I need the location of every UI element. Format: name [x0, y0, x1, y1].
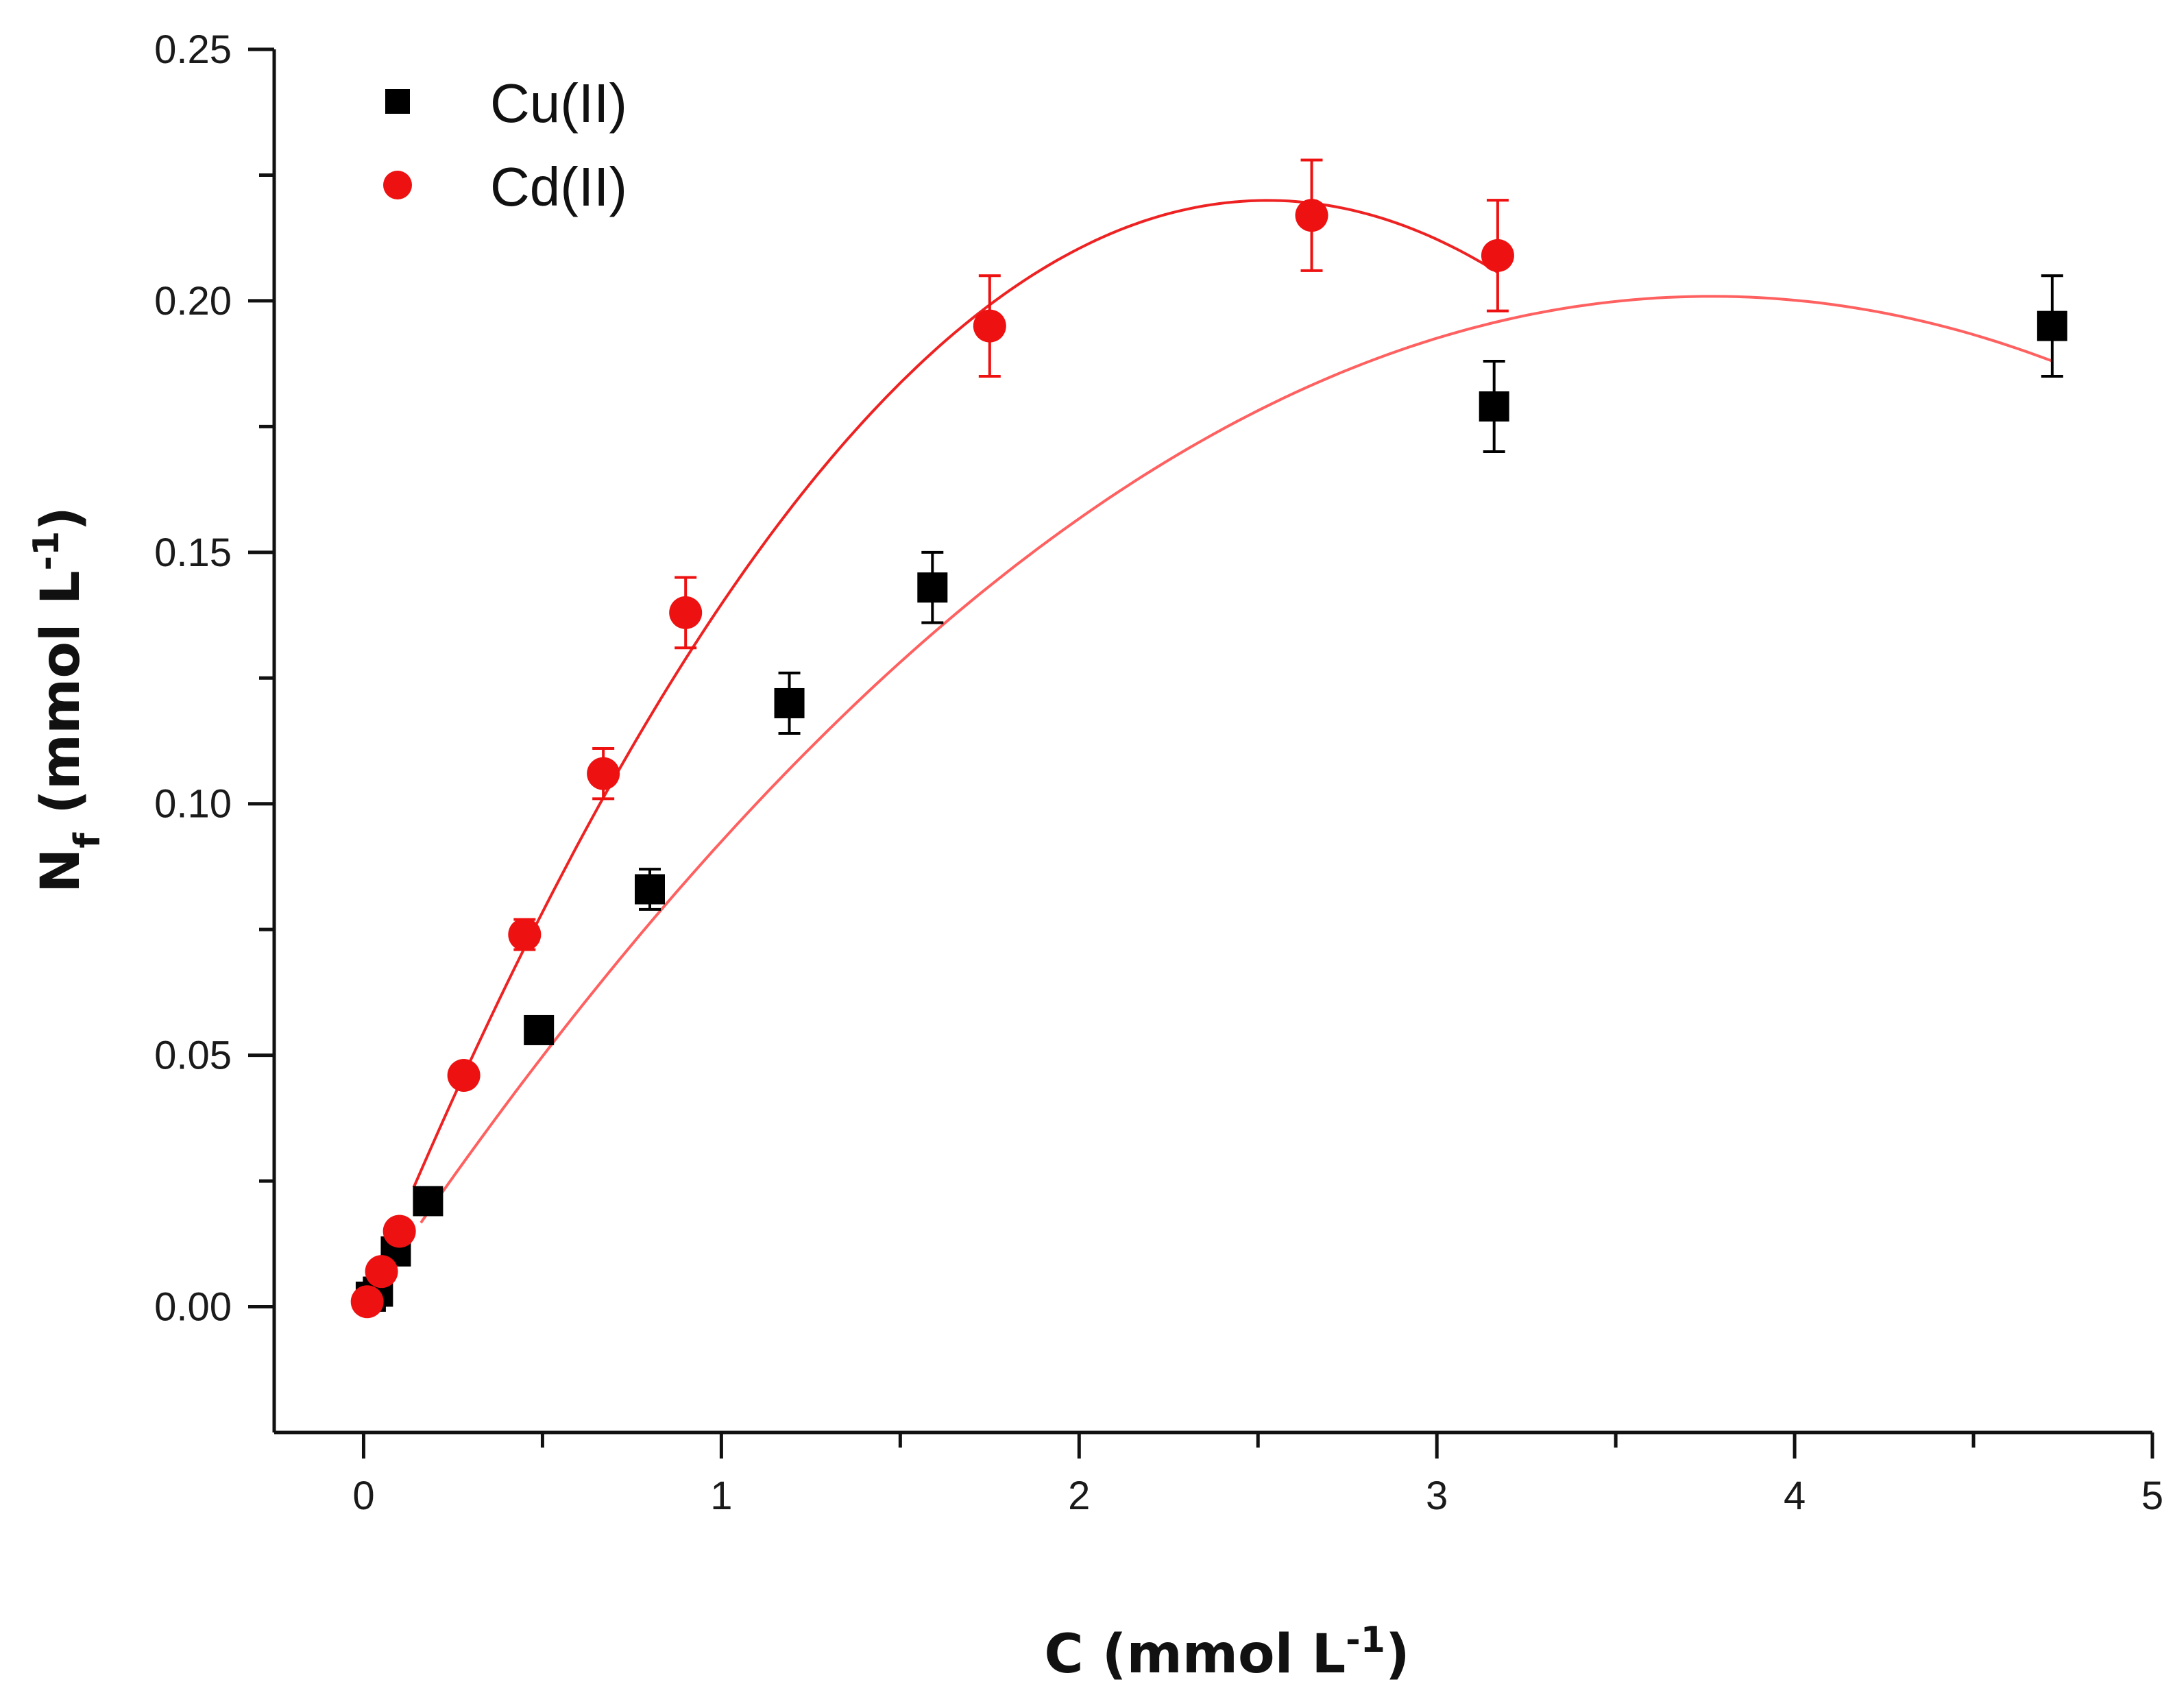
x-tick-label: 4: [1784, 1474, 1806, 1518]
axes: 0 1 2 3 4 5 0.00 0.05 0.10 0.15 0.20 0.25: [154, 27, 2163, 1518]
y-axis-title: Nf (mmol L-1): [26, 507, 108, 893]
x-tick-label: 5: [2141, 1474, 2163, 1518]
legend-marker-cd: [383, 171, 412, 199]
data-point-cd: [1295, 199, 1328, 232]
error-bars: [385, 158, 2063, 1263]
data-point-cd: [973, 309, 1006, 343]
data-point-cd: [587, 757, 620, 790]
x-tick-label: 3: [1426, 1474, 1448, 1518]
y-tick-label: 0.10: [154, 782, 232, 827]
x-tick-label: 1: [710, 1474, 732, 1518]
data-point-cu: [2037, 310, 2067, 341]
y-tick-label: 0.15: [154, 530, 232, 575]
data-point-cd: [508, 918, 542, 951]
x-axis-title: C (mmol L-1): [1044, 1620, 1409, 1685]
data-point-cd: [365, 1255, 398, 1289]
data-point-cd: [447, 1058, 481, 1092]
legend-label-cu: Cu(II): [490, 73, 627, 134]
data-point-cu: [524, 1014, 555, 1045]
data-point-cd: [669, 596, 703, 629]
y-tick-label: 0.05: [154, 1034, 232, 1078]
data-point-cu: [1479, 391, 1509, 422]
data-point-cu: [774, 687, 805, 718]
legend-label-cd: Cd(II): [490, 156, 627, 217]
fit-curve-cd: [412, 199, 1498, 1188]
data-point-cd: [350, 1285, 384, 1319]
fit-curves: [412, 199, 2053, 1224]
data-point-cu: [917, 572, 948, 603]
data-point-cu: [413, 1186, 443, 1217]
y-tick-label: 0.25: [154, 27, 232, 72]
data-points: [350, 199, 2067, 1319]
data-point-cd: [1481, 239, 1514, 272]
data-point-cu: [635, 874, 665, 905]
data-point-cd: [382, 1215, 416, 1248]
y-tick-label: 0.20: [154, 279, 232, 324]
legend-marker-cu: [385, 89, 410, 114]
fit-curve-cu: [420, 295, 2053, 1224]
x-tick-label: 0: [352, 1474, 374, 1518]
y-tick-label: 0.00: [154, 1285, 232, 1330]
x-tick-label: 2: [1068, 1474, 1090, 1518]
legend: Cu(II) Cd(II): [383, 73, 627, 217]
